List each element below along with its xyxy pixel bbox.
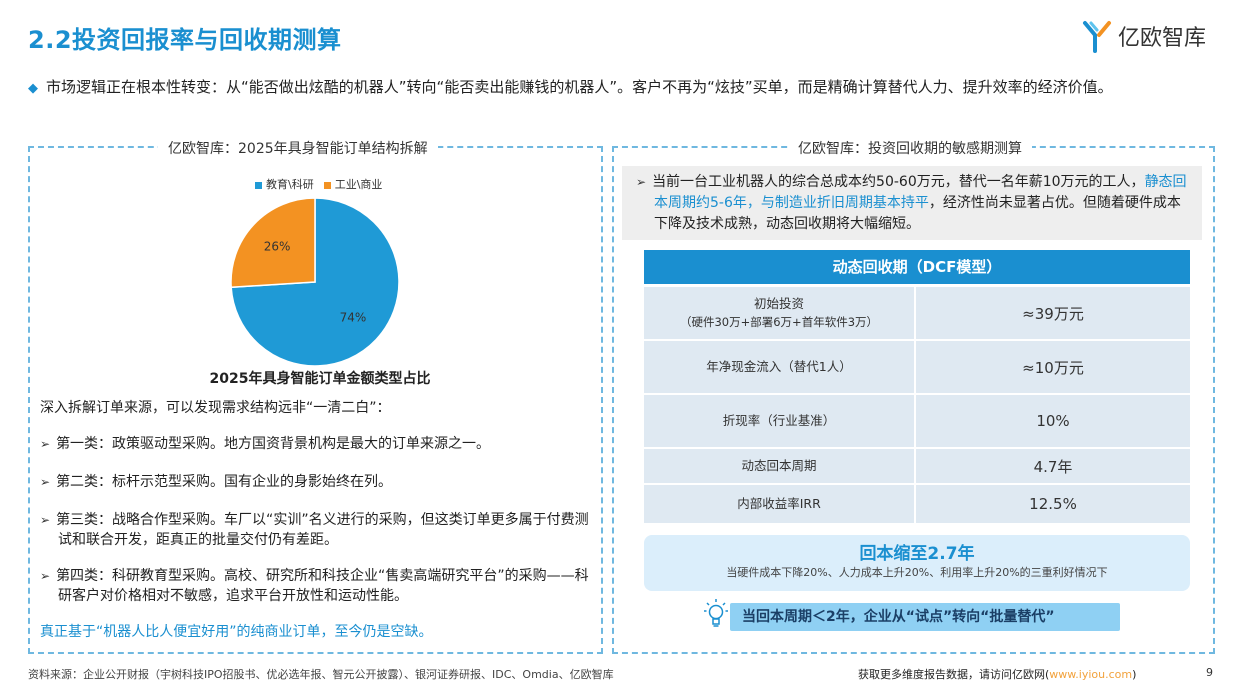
payback-summary-box: 回本缩至2.7年 当硬件成本下降20%、人力成本上升20%、利用率上升20%的三…: [644, 535, 1190, 591]
row-value: 10%: [1036, 412, 1070, 430]
callout-banner: 当回本周期＜2年，企业从“试点”转向“批量替代”: [730, 603, 1120, 631]
conclusion-text: 真正基于“机器人比人便宜好用”的纯商业订单，至今仍是空缺。: [40, 624, 433, 640]
lightbulb-icon: [704, 599, 728, 627]
list-item-text: 第三类：战略合作型采购。车厂以“实训”名义进行的采购，但这类订单更多属于付费测试…: [56, 512, 589, 548]
diamond-bullet-icon: ◆: [28, 81, 38, 96]
intro-text: 市场逻辑正在根本性转变：从“能否做出炫酷的机器人”转向“能否卖出能赚钱的机器人”…: [46, 78, 1113, 96]
row-key-text: 初始投资: [753, 296, 804, 311]
cost-explanation-box: ➢ 当前一台工业机器人的综合总成本约50-60万元，替代一名年薪10万元的工人，静…: [622, 166, 1202, 240]
table-row: 动态回本周期 4.7年: [644, 449, 1190, 483]
website-link[interactable]: www.iyiou.com: [1049, 668, 1133, 681]
list-item-text: 第四类：科研教育型采购。高校、研究所和科技企业“售卖高端研究平台”的采购——科研…: [56, 568, 589, 604]
logo: 亿欧智库: [1082, 16, 1222, 56]
row-key: 动态回本周期: [644, 449, 916, 483]
legend-item-0: 教育\科研: [255, 176, 314, 192]
table-row: 初始投资 （硬件30万+部署6万+首年软件3万） ≈39万元: [644, 287, 1190, 339]
more-info-prefix: 获取更多维度报告数据，请访问亿欧网(: [858, 668, 1050, 681]
legend-label-0: 教育\科研: [266, 178, 314, 191]
summary-headline: 回本缩至2.7年: [859, 544, 975, 564]
left-panel-title: 亿欧智库：2025年具身智能订单结构拆解: [158, 138, 438, 158]
logo-text: 亿欧智库: [1118, 26, 1207, 51]
row-value: 4.7年: [1033, 457, 1073, 476]
row-key-text: 折现率（行业基准）: [722, 413, 836, 428]
more-info-suffix: ): [1132, 668, 1137, 681]
row-key-sub: （硬件30万+部署6万+首年软件3万）: [679, 315, 879, 329]
pie-slice-1: [230, 197, 316, 289]
arrow-bullet-icon: ➢: [40, 513, 51, 527]
yiou-logo-icon: [1083, 21, 1111, 53]
list-item: ➢ 第一类：政策驱动型采购。地方国资背景机构是最大的订单来源之一。: [40, 434, 600, 454]
row-key-text: 内部收益率IRR: [737, 496, 821, 511]
pie-label-0: 74%: [340, 311, 367, 325]
intro-paragraph: ◆ 市场逻辑正在根本性转变：从“能否做出炫酷的机器人”转向“能否卖出能赚钱的机器人…: [28, 76, 1218, 100]
source-note: 资料来源：企业公开财报（宇树科技IPO招股书、优必选年报、智元公开披露）、银河证…: [28, 668, 614, 681]
row-key-text: 动态回本周期: [741, 458, 817, 473]
row-value: ≈39万元: [1022, 304, 1084, 323]
row-key-text: 年净现金流入（替代1人）: [706, 359, 852, 374]
table-row: 年净现金流入（替代1人） ≈10万元: [644, 341, 1190, 393]
list-item: ➢ 第三类：战略合作型采购。车厂以“实训”名义进行的采购，但这类订单更多属于付费测…: [40, 510, 600, 550]
right-panel-title: 亿欧智库：投资回收期的敏感期测算: [788, 138, 1032, 158]
row-key: 折现率（行业基准）: [644, 395, 916, 447]
pie-chart: 74% 26%: [230, 197, 400, 367]
list-item: ➢ 第四类：科研教育型采购。高校、研究所和科技企业“售卖高端研究平台”的采购——科…: [40, 566, 600, 606]
arrow-bullet-icon: ➢: [40, 569, 51, 583]
table-row: 折现率（行业基准） 10%: [644, 395, 1190, 447]
analysis-intro: 深入拆解订单来源，可以发现需求结构远非“一清二白”：: [40, 400, 391, 416]
row-value: 12.5%: [1029, 495, 1077, 513]
summary-note: 当硬件成本下降20%、人力成本上升20%、利用率上升20%的三重利好情况下: [726, 566, 1108, 579]
legend-label-1: 工业\商业: [334, 178, 383, 191]
box-text-1: 当前一台工业机器人的综合总成本约50-60万元，替代一名年薪10万元的工人，: [652, 174, 1145, 190]
legend-item-1: 工业\商业: [323, 176, 383, 192]
row-value: ≈10万元: [1022, 358, 1084, 377]
arrow-bullet-icon: ➢: [40, 437, 51, 451]
row-key: 内部收益率IRR: [644, 485, 916, 523]
table-row: 内部收益率IRR 12.5%: [644, 485, 1190, 523]
chart-caption: 2025年具身智能订单金额类型占比: [209, 371, 431, 387]
pie-label-1: 26%: [264, 239, 291, 253]
list-item-text: 第一类：政策驱动型采购。地方国资背景机构是最大的订单来源之一。: [56, 436, 491, 452]
arrow-bullet-icon: ➢: [636, 175, 647, 189]
chart-legend: 教育\科研 工业\商业: [255, 176, 382, 192]
right-panel: 亿欧智库：投资回收期的敏感期测算: [612, 138, 1215, 654]
list-item-text: 第二类：标杆示范型采购。国有企业的身影始终在列。: [56, 474, 393, 490]
dcf-table-header: 动态回收期（DCF模型）: [644, 250, 1190, 284]
list-item: ➢ 第二类：标杆示范型采购。国有企业的身影始终在列。: [40, 472, 600, 492]
page-title: 2.2投资回报率与回收期测算: [28, 26, 342, 54]
row-key: 年净现金流入（替代1人）: [644, 341, 916, 393]
more-info: 获取更多维度报告数据，请访问亿欧网(www.iyiou.com): [858, 666, 1136, 682]
box-highlight: 静态回本周期约5-6年，与制造业折旧周期基本持平: [654, 174, 1187, 211]
arrow-bullet-icon: ➢: [40, 475, 51, 489]
left-panel: 亿欧智库：2025年具身智能订单结构拆解: [28, 138, 603, 654]
page-number: 9: [1206, 666, 1213, 679]
box-text-2: ，经济性尚未显著占优。但随着硬件成本下降及技术成熟，动态回收期将大幅缩短。: [654, 195, 1181, 232]
row-key: 初始投资 （硬件30万+部署6万+首年软件3万）: [644, 287, 916, 339]
